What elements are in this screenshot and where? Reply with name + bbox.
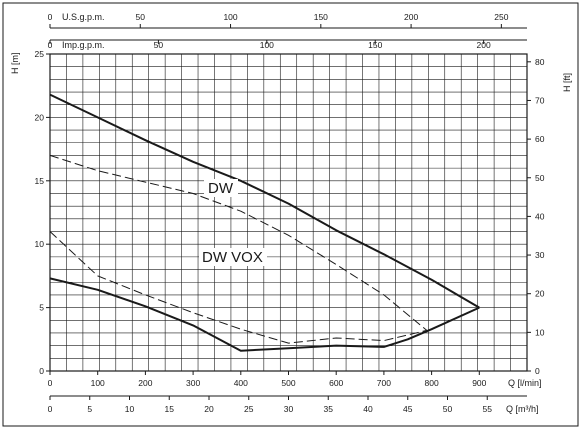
bottom-m3h-tick-label: 40 — [363, 404, 373, 414]
bottom-lmin-tick-label: 700 — [377, 378, 391, 388]
curve-unnamed-3-solid — [49, 277, 480, 352]
series-label-dw-bg — [204, 179, 238, 197]
top-imp-tick-label: 150 — [368, 40, 382, 50]
right-tick-label: 0 — [535, 366, 540, 376]
bottom-m3h-tick-label: 35 — [324, 404, 334, 414]
bottom-m3h-axis-label: Q [m³/h] — [506, 404, 539, 414]
bottom-lmin-tick-label: 600 — [329, 378, 343, 388]
right-tick-label: 80 — [535, 57, 545, 67]
bottom-m3h-tick-label: 45 — [403, 404, 413, 414]
bottom-lmin-tick-label: 400 — [234, 378, 248, 388]
left-tick-label: 0 — [39, 366, 44, 376]
top-imp-tick-label: 200 — [477, 40, 491, 50]
series-label-dw: DW — [204, 179, 238, 197]
top-us-tick-label: 200 — [404, 12, 418, 22]
bottom-lmin-ticks: 0 100 200 300 400 500 600 700 800 900 — [48, 371, 487, 388]
left-m-ticks: 0 5 10 15 20 25 — [35, 49, 50, 376]
bottom-m3h-tick-label: 50 — [443, 404, 453, 414]
top-imp-ticks: 0 50 100 150 200 — [48, 40, 491, 50]
right-tick-label: 70 — [535, 95, 545, 105]
bottom-lmin-tick-label: 900 — [472, 378, 486, 388]
top-us-tick-label: 250 — [494, 12, 508, 22]
left-tick-label: 10 — [35, 239, 45, 249]
right-tick-label: 40 — [535, 211, 545, 221]
bottom-m3h-tick-label: 10 — [125, 404, 135, 414]
curve-unnamed-2-dashed — [49, 231, 427, 344]
right-tick-label: 10 — [535, 327, 545, 337]
top-us-tick-label: 100 — [223, 12, 237, 22]
left-tick-label: 25 — [35, 49, 45, 59]
top-us-tick-label: 0 — [48, 12, 53, 22]
top-us-axis-label: U.S.g.p.m. — [62, 12, 105, 22]
bottom-lmin-tick-label: 300 — [186, 378, 200, 388]
top-us-tick-label: 50 — [136, 12, 146, 22]
top-us-tick-label: 150 — [314, 12, 328, 22]
top-imp-tick-label: 0 — [48, 40, 53, 50]
curve-dw-vox-dashed — [49, 154, 428, 331]
plot-area-border — [49, 53, 528, 372]
bottom-lmin-tick-label: 100 — [91, 378, 105, 388]
left-tick-label: 15 — [35, 176, 45, 186]
top-imp-axis-label: Imp.g.p.m. — [62, 40, 105, 50]
series-label-dwvox-text: DW VOX — [202, 249, 263, 266]
left-tick-label: 20 — [35, 112, 45, 122]
bottom-m3h-ticks: 0 5 10 15 20 25 30 35 40 45 50 55 — [48, 396, 493, 414]
bottom-lmin-tick-label: 200 — [138, 378, 152, 388]
grid — [50, 54, 527, 371]
left-tick-label: 5 — [39, 303, 44, 313]
bottom-m3h-tick-label: 15 — [165, 404, 175, 414]
left-axis-label: H [m] — [10, 53, 20, 75]
bottom-lmin-tick-label: 500 — [281, 378, 295, 388]
bottom-m3h-tick-label: 30 — [284, 404, 294, 414]
series-label-dw-text: DW — [208, 180, 234, 197]
curve-dw-solid — [49, 93, 480, 309]
bottom-m3h-tick-label: 55 — [483, 404, 493, 414]
right-axis-label: H [ft] — [562, 73, 572, 92]
top-imp-tick-label: 100 — [260, 40, 274, 50]
bottom-lmin-tick-label: 800 — [425, 378, 439, 388]
bottom-lmin-tick-label: 0 — [48, 378, 53, 388]
right-tick-label: 60 — [535, 134, 545, 144]
top-imp-tick-label: 50 — [154, 40, 164, 50]
bottom-m3h-tick-label: 20 — [204, 404, 214, 414]
top-us-ticks: 0 50 100 150 200 250 — [48, 12, 509, 28]
series-label-dwvox: DW VOX — [199, 248, 267, 266]
bottom-m3h-tick-label: 0 — [48, 404, 53, 414]
bottom-lmin-axis-label: Q [l/min] — [508, 378, 542, 388]
right-tick-label: 30 — [535, 250, 545, 260]
bottom-m3h-tick-label: 25 — [244, 404, 254, 414]
series-label-dwvox-bg — [199, 248, 267, 266]
bottom-m3h-tick-label: 5 — [87, 404, 92, 414]
right-tick-label: 50 — [535, 173, 545, 183]
right-tick-label: 20 — [535, 289, 545, 299]
curves — [49, 93, 480, 352]
right-ft-ticks: 0 10 20 30 40 50 60 70 80 — [527, 57, 545, 376]
